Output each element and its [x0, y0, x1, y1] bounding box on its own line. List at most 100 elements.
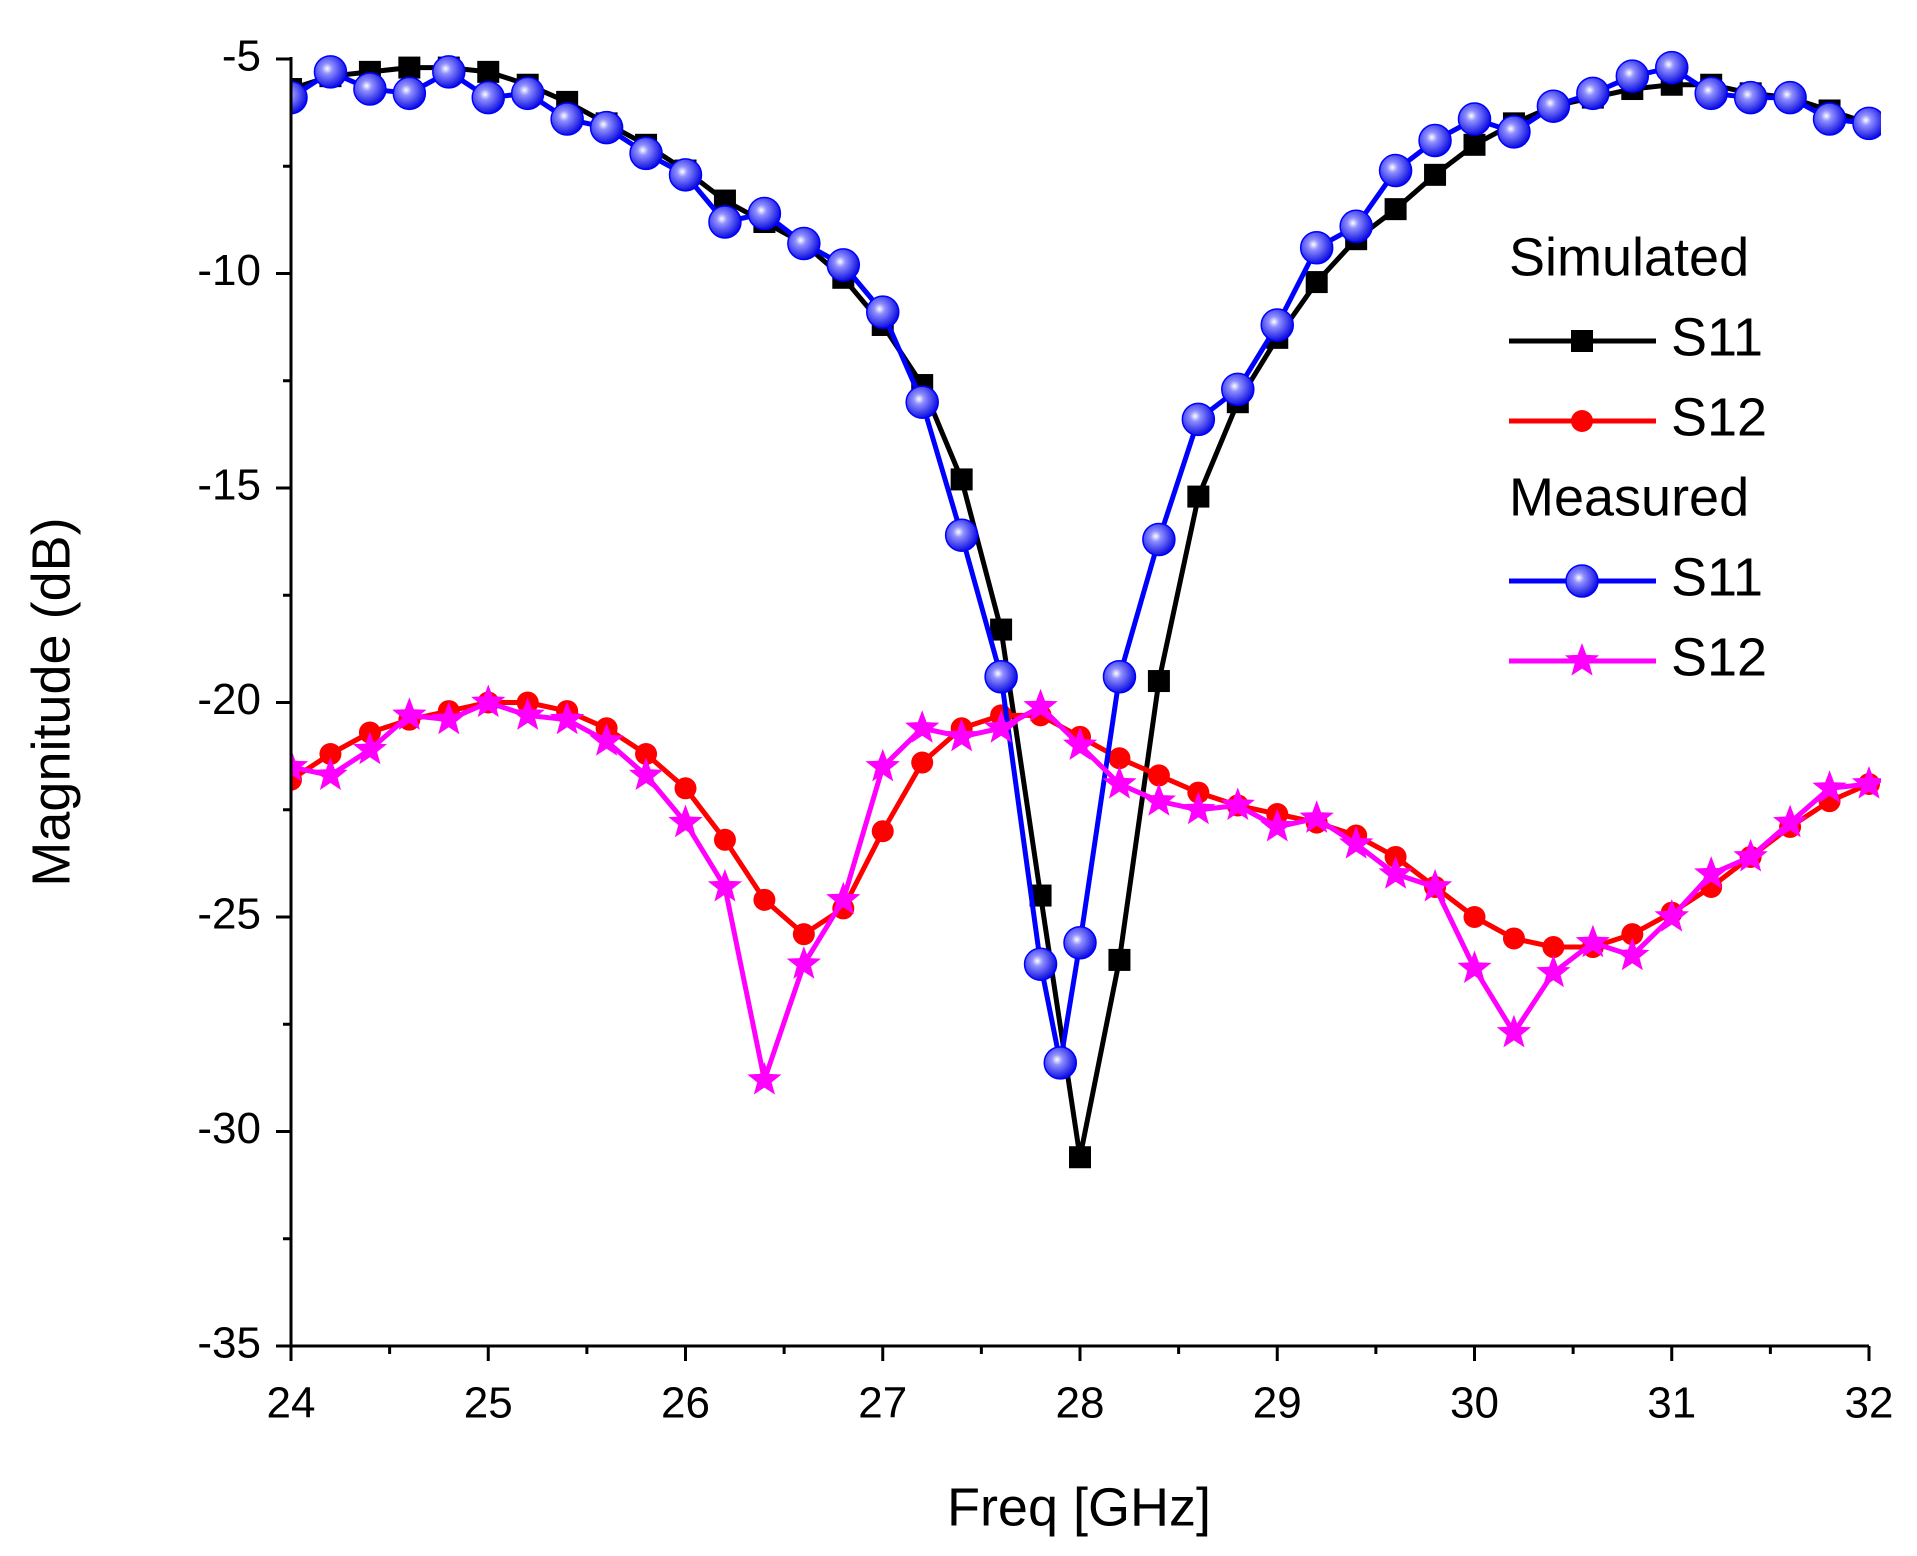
marker — [1497, 115, 1531, 149]
marker — [629, 136, 663, 171]
marker — [1424, 163, 1447, 186]
marker — [1102, 766, 1137, 799]
marker — [1654, 899, 1689, 932]
marker — [353, 72, 387, 106]
marker — [352, 731, 387, 765]
marker — [713, 828, 736, 851]
marker — [1571, 410, 1593, 432]
marker — [1147, 764, 1170, 787]
axes: 24 25 26 27 28 29 30 31 32 -35 -30 -25 -20 -15 -10 -5 — [197, 32, 1893, 1428]
marker — [826, 881, 861, 915]
marker — [1564, 643, 1600, 676]
marker — [313, 757, 348, 790]
marker — [589, 110, 624, 145]
marker — [674, 777, 697, 800]
marker — [713, 189, 736, 212]
marker — [1384, 198, 1407, 221]
marker — [510, 76, 545, 111]
legend-label: S11 — [1671, 307, 1763, 367]
marker — [747, 196, 782, 231]
marker — [291, 748, 309, 782]
marker — [628, 757, 664, 790]
x-tick-label: 28 — [1056, 1379, 1105, 1428]
marker — [1181, 791, 1216, 825]
marker — [1147, 670, 1170, 693]
series-line — [291, 65, 1870, 1066]
marker — [1141, 783, 1176, 816]
marker — [1536, 89, 1571, 123]
y-tick-label: -35 — [197, 1319, 261, 1368]
legend-label: S12 — [1671, 627, 1767, 687]
marker — [471, 684, 506, 718]
x-tick-label: 25 — [464, 1379, 513, 1428]
marker — [871, 820, 894, 843]
marker — [1043, 1046, 1078, 1080]
x-axis-label: Freq [GHz] — [947, 1477, 1211, 1537]
marker — [1069, 1146, 1091, 1169]
marker — [471, 80, 505, 115]
marker — [950, 468, 973, 491]
marker — [1463, 133, 1486, 156]
legend-group-title: Simulated — [1509, 227, 1749, 287]
y-axis-label: Magnitude (dB) — [21, 517, 81, 886]
marker — [1457, 950, 1492, 983]
marker — [392, 697, 427, 730]
marker — [1733, 838, 1768, 872]
marker — [550, 701, 585, 735]
marker — [1378, 153, 1413, 188]
marker — [1536, 954, 1571, 988]
marker — [1181, 402, 1216, 437]
marker — [1023, 947, 1058, 981]
marker — [1463, 906, 1486, 928]
marker — [865, 748, 900, 782]
marker — [786, 946, 821, 979]
x-tick-label: 27 — [858, 1379, 907, 1428]
marker — [1339, 209, 1373, 244]
x-tick-label: 31 — [1647, 1379, 1696, 1428]
marker — [708, 205, 742, 239]
marker — [1615, 59, 1650, 93]
x-tick-label: 26 — [661, 1379, 710, 1428]
marker — [1299, 800, 1334, 833]
marker — [1063, 925, 1097, 960]
y-tick-label: -10 — [197, 246, 261, 295]
marker — [1220, 787, 1255, 820]
marker — [753, 888, 776, 911]
marker — [707, 869, 743, 902]
marker — [1102, 660, 1137, 694]
legend-group-title: Measured — [1509, 467, 1749, 527]
marker — [984, 660, 1018, 694]
x-tick-label: 24 — [267, 1379, 316, 1428]
marker — [1339, 826, 1374, 859]
marker — [1457, 102, 1492, 136]
marker — [291, 80, 308, 115]
marker — [1299, 231, 1334, 265]
marker — [431, 701, 466, 735]
marker — [911, 751, 934, 774]
marker — [905, 385, 939, 419]
marker — [792, 923, 815, 946]
marker — [1694, 856, 1729, 889]
marker — [1812, 770, 1847, 803]
marker — [990, 618, 1013, 641]
marker — [1378, 856, 1413, 889]
marker — [1108, 948, 1131, 971]
marker — [866, 295, 900, 329]
marker — [944, 518, 979, 552]
marker — [398, 56, 421, 79]
marker — [1260, 308, 1294, 342]
marker — [313, 55, 348, 89]
marker — [477, 60, 500, 83]
marker — [392, 76, 427, 111]
marker — [747, 1062, 782, 1095]
plot-area — [291, 50, 1881, 1169]
marker — [1187, 485, 1210, 508]
marker — [1029, 884, 1052, 907]
y-tick-label: -20 — [197, 675, 261, 724]
marker — [905, 710, 940, 743]
marker — [1565, 564, 1599, 598]
marker — [1733, 80, 1768, 115]
y-tick-label: -30 — [197, 1104, 261, 1153]
marker — [1417, 869, 1453, 902]
marker — [1496, 1014, 1532, 1048]
